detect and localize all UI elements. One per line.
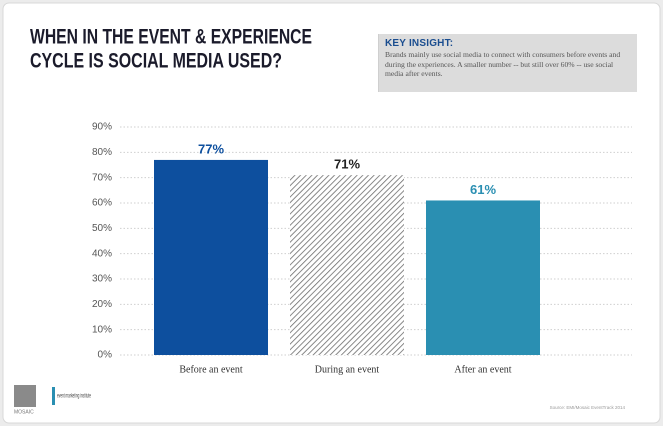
- bar: [154, 159, 268, 355]
- y-tick-label: 30%: [92, 274, 112, 285]
- logo-mark: [52, 387, 55, 405]
- y-tick-label: 10%: [92, 324, 112, 335]
- y-tick-label: 90%: [92, 122, 112, 133]
- y-tick-label: 60%: [92, 198, 112, 209]
- insight-box: KEY INSIGHT: Brands mainly use social me…: [378, 34, 637, 92]
- x-tick-label: After an event: [454, 364, 511, 375]
- y-tick-label: 50%: [92, 223, 112, 234]
- chart-title: CYCLE IS SOCIAL MEDIA USED?: [30, 50, 282, 73]
- insight-heading: KEY INSIGHT:: [385, 38, 454, 49]
- chart-title: WHEN IN THE EVENT & EXPERIENCE: [30, 26, 312, 49]
- y-tick-label: 20%: [92, 299, 112, 310]
- bar: [290, 175, 404, 355]
- y-tick-label: 80%: [92, 147, 112, 158]
- logo: event marketing institute: [57, 393, 91, 400]
- bar: [426, 200, 540, 355]
- y-tick-label: 40%: [92, 248, 112, 259]
- data-label: 61%: [470, 182, 496, 197]
- y-tick-label: 0%: [98, 350, 113, 361]
- insight-text: Brands mainly use social media to connec…: [385, 50, 621, 78]
- y-tick-label: 70%: [92, 172, 112, 183]
- x-tick-label: Before an event: [179, 364, 243, 375]
- data-label: 77%: [198, 141, 224, 156]
- source: Source: EMI/Mosaic EventTrack 2014: [550, 405, 626, 410]
- x-tick-label: During an event: [315, 364, 380, 375]
- logo-mark: [14, 385, 36, 407]
- logo: MOSAIC: [14, 409, 34, 415]
- data-label: 71%: [334, 157, 360, 172]
